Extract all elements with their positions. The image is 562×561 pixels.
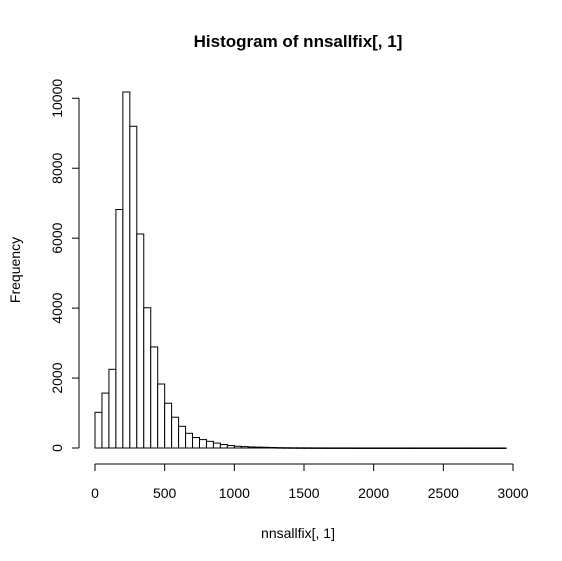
histogram-bar [394, 447, 403, 449]
x-tick-label: 500 [153, 485, 177, 501]
histogram-bar [268, 446, 277, 449]
histogram-bar [150, 346, 159, 449]
histogram-bar [226, 445, 235, 449]
histogram-bar [275, 447, 284, 449]
histogram-bar [366, 447, 375, 449]
histogram-bar [442, 447, 451, 449]
histogram-bar [324, 447, 333, 449]
x-tick-label: 1000 [219, 485, 250, 501]
y-tick-label: 4000 [49, 292, 65, 323]
histogram-bar [380, 447, 389, 449]
histogram-bar [387, 447, 396, 449]
x-tick-label: 1500 [288, 485, 319, 501]
histogram-bar [414, 447, 423, 449]
histogram-bar [129, 125, 138, 449]
histogram-bar [205, 440, 214, 449]
histogram-bar [470, 447, 479, 449]
histogram-bar [491, 447, 500, 449]
histogram-bar [317, 447, 326, 449]
histogram-bar [233, 445, 242, 449]
bars-group [94, 91, 507, 449]
histogram-bar [219, 444, 228, 449]
histogram-bar [261, 446, 270, 449]
histogram-bar [101, 392, 110, 449]
histogram-bar [421, 447, 430, 449]
histogram-bar [408, 447, 416, 449]
histogram-bar [498, 447, 507, 449]
histogram-bar [435, 447, 444, 449]
histogram-bar [108, 368, 117, 449]
histogram-bar [484, 447, 493, 449]
histogram-bar [282, 447, 291, 449]
histogram-bar [352, 447, 361, 449]
histogram-bar [94, 411, 103, 449]
histogram-bar [122, 91, 131, 449]
histogram-bar [428, 447, 437, 449]
histogram-bar [212, 442, 221, 449]
histogram-bar [240, 446, 249, 449]
histogram-bar [338, 447, 347, 449]
y-tick-label: 10000 [49, 79, 65, 118]
x-axis: 0 500 1000 1500 2000 2500 3000 [91, 463, 529, 501]
histogram-bar [463, 447, 472, 449]
y-tick-label: 2000 [49, 362, 65, 393]
histogram-bar [401, 447, 409, 449]
histogram-bar [199, 439, 207, 449]
y-axis: 0 2000 4000 6000 8000 10000 [49, 79, 80, 452]
histogram-bar [289, 447, 298, 449]
x-tick-label: 3000 [497, 485, 528, 501]
histogram-bar [373, 447, 382, 449]
histogram-bar [449, 447, 458, 449]
histogram-bar [303, 447, 312, 449]
histogram-bar [192, 437, 201, 449]
histogram-bar [254, 446, 263, 449]
x-tick-label: 0 [91, 485, 99, 501]
histogram-bar [310, 447, 319, 449]
y-tick-label: 0 [49, 444, 65, 452]
histogram-bar [477, 447, 486, 449]
histogram-bar [456, 447, 465, 449]
histogram-bar [157, 383, 166, 449]
histogram-bar [185, 432, 194, 449]
y-tick-label: 6000 [49, 222, 65, 253]
y-axis-label: Frequency [7, 237, 23, 303]
histogram-bar [115, 209, 124, 449]
histogram-bar [296, 447, 305, 449]
histogram-bar [247, 446, 256, 449]
histogram-bar [178, 425, 187, 449]
histogram-bar [164, 402, 173, 449]
x-tick-label: 2000 [358, 485, 389, 501]
histogram-bar [359, 447, 368, 449]
x-axis-label: nnsallfix[, 1] [261, 525, 335, 541]
x-tick-label: 2500 [428, 485, 459, 501]
histogram-bar [345, 447, 354, 449]
histogram-bar [136, 233, 145, 449]
y-tick-label: 8000 [49, 152, 65, 183]
chart-title: Histogram of nnsallfix[, 1] [194, 32, 403, 51]
histogram-bar [331, 447, 340, 449]
histogram-bar [171, 416, 180, 449]
histogram-bar [143, 307, 152, 449]
